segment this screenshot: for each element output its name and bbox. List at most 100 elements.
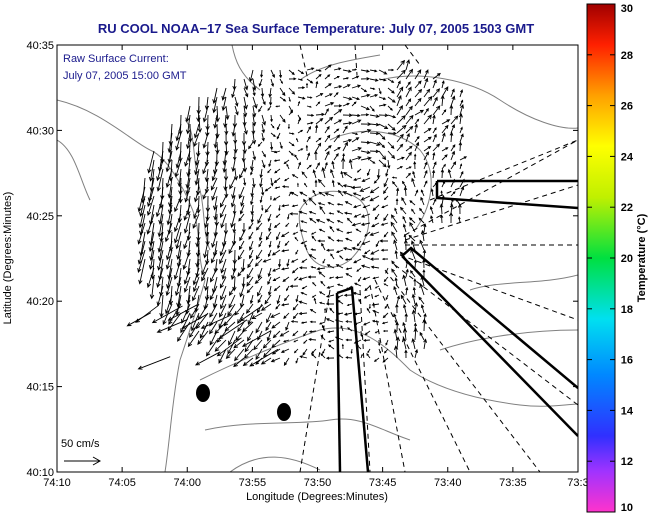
current-vector bbox=[292, 231, 299, 235]
current-vector bbox=[273, 285, 281, 292]
current-vector bbox=[291, 204, 299, 208]
current-vector bbox=[360, 77, 371, 81]
current-vector bbox=[212, 96, 218, 114]
current-vector bbox=[324, 145, 332, 152]
current-vector bbox=[192, 213, 200, 229]
current-vector bbox=[345, 267, 353, 271]
current-vector bbox=[369, 141, 381, 147]
current-vector bbox=[414, 97, 422, 107]
current-vector bbox=[324, 83, 332, 89]
current-vector bbox=[185, 168, 191, 189]
current-vector bbox=[387, 131, 398, 136]
x-tick-label: 73:35 bbox=[499, 477, 527, 489]
x-tick-label: 74:05 bbox=[108, 477, 136, 489]
current-vector bbox=[233, 357, 245, 368]
current-vector bbox=[261, 150, 266, 158]
current-vector bbox=[203, 276, 209, 292]
current-vector bbox=[297, 129, 304, 134]
current-vector bbox=[276, 123, 281, 131]
current-vector bbox=[184, 150, 191, 167]
current-vector bbox=[241, 330, 272, 347]
current-vector bbox=[137, 240, 146, 265]
current-vector bbox=[234, 96, 239, 107]
current-vector bbox=[342, 69, 352, 73]
current-vector bbox=[267, 105, 272, 112]
current-vector bbox=[257, 303, 263, 314]
current-vector bbox=[369, 122, 381, 127]
current-vector bbox=[325, 294, 335, 298]
current-vector bbox=[391, 180, 398, 188]
current-vector bbox=[285, 321, 290, 331]
current-vector bbox=[270, 312, 281, 318]
y-tick-label: 40:30 bbox=[26, 125, 54, 137]
current-vector bbox=[423, 145, 432, 152]
current-vector bbox=[383, 283, 389, 287]
current-vector bbox=[192, 276, 200, 293]
current-vector bbox=[420, 189, 425, 197]
current-vector bbox=[246, 267, 254, 280]
current-vector bbox=[378, 123, 389, 129]
current-vector bbox=[344, 258, 353, 261]
current-vector bbox=[324, 161, 328, 170]
current-vector bbox=[333, 152, 339, 161]
current-vector bbox=[283, 312, 290, 319]
current-vector bbox=[232, 150, 237, 161]
current-vector bbox=[335, 228, 344, 233]
current-vector bbox=[214, 339, 227, 352]
current-vector bbox=[248, 240, 254, 251]
current-vector bbox=[304, 182, 308, 188]
current-vector bbox=[310, 231, 317, 235]
current-vector bbox=[322, 258, 326, 264]
current-vector bbox=[309, 320, 317, 324]
current-vector bbox=[329, 307, 335, 314]
current-vector bbox=[209, 330, 218, 346]
current-vector bbox=[303, 198, 308, 206]
current-vector bbox=[248, 69, 254, 83]
current-vector bbox=[327, 344, 335, 350]
current-vector bbox=[432, 114, 436, 125]
current-vector bbox=[374, 213, 380, 220]
current-vector bbox=[218, 319, 248, 340]
current-vector bbox=[247, 330, 254, 342]
current-vector bbox=[246, 303, 254, 314]
current-vector bbox=[357, 276, 362, 282]
current-vector bbox=[253, 339, 263, 351]
current-vector bbox=[235, 330, 245, 341]
current-vector bbox=[219, 285, 227, 301]
current-vector bbox=[193, 204, 200, 220]
current-vector bbox=[187, 330, 200, 348]
current-vector bbox=[337, 182, 344, 188]
current-vector bbox=[279, 69, 283, 79]
current-vector bbox=[157, 249, 164, 271]
current-vector bbox=[412, 170, 416, 179]
current-vector bbox=[201, 258, 209, 276]
current-vector bbox=[279, 96, 287, 102]
current-vector bbox=[423, 127, 432, 134]
current-vector bbox=[378, 141, 386, 149]
current-vector bbox=[405, 132, 410, 143]
current-vector bbox=[317, 239, 326, 243]
current-vector bbox=[353, 177, 362, 181]
current-vector bbox=[369, 78, 379, 82]
current-vector bbox=[423, 114, 432, 125]
current-vector bbox=[297, 96, 306, 100]
current-vector bbox=[396, 143, 404, 152]
current-vector bbox=[213, 222, 218, 238]
current-vector bbox=[360, 87, 368, 93]
current-vector bbox=[447, 168, 452, 179]
current-vector bbox=[351, 75, 360, 80]
current-vector bbox=[336, 210, 344, 215]
current-vector bbox=[283, 159, 290, 165]
current-vector bbox=[327, 201, 335, 206]
current-vector bbox=[261, 114, 266, 126]
current-vector bbox=[387, 141, 395, 150]
current-vector bbox=[351, 96, 361, 101]
current-vector bbox=[155, 195, 164, 218]
current-vector bbox=[135, 304, 160, 323]
current-vector bbox=[204, 96, 210, 111]
current-vector bbox=[369, 159, 376, 164]
current-vector bbox=[248, 141, 254, 150]
current-vector bbox=[249, 159, 254, 171]
current-vector bbox=[241, 150, 246, 163]
current-vector bbox=[410, 269, 416, 278]
